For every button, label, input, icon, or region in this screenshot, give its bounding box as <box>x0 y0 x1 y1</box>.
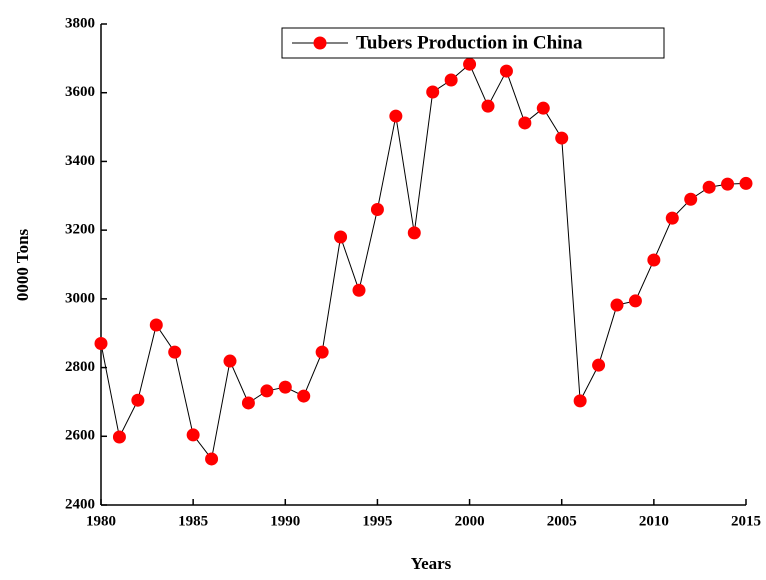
y-tick-label: 2400 <box>65 496 95 512</box>
data-point <box>278 380 292 394</box>
x-axis-label: Years <box>411 554 452 573</box>
data-point <box>149 318 163 332</box>
data-point <box>536 101 550 115</box>
x-tick-label: 1995 <box>362 513 392 529</box>
data-point <box>665 211 679 225</box>
x-tick-label: 2000 <box>455 513 485 529</box>
data-point <box>518 116 532 130</box>
data-point <box>426 85 440 99</box>
data-point <box>444 73 458 87</box>
data-point <box>739 176 753 190</box>
data-point <box>499 64 513 78</box>
legend-label: Tubers Production in China <box>356 32 583 53</box>
data-point <box>702 180 716 194</box>
x-tick-label: 1985 <box>178 513 208 529</box>
y-tick-label: 3400 <box>65 153 95 169</box>
data-point <box>647 253 661 267</box>
x-tick-label: 1980 <box>86 513 116 529</box>
data-point <box>573 394 587 408</box>
data-point <box>112 430 126 444</box>
data-point <box>241 396 255 410</box>
data-point <box>168 345 182 359</box>
y-tick-label: 3200 <box>65 222 95 238</box>
data-point <box>721 177 735 191</box>
x-tick-label: 1990 <box>270 513 300 529</box>
x-tick-label: 2010 <box>639 513 669 529</box>
y-tick-label: 2600 <box>65 428 95 444</box>
y-tick-label: 2800 <box>65 359 95 375</box>
data-point <box>370 203 384 217</box>
data-point <box>334 230 348 244</box>
data-point <box>481 99 495 113</box>
y-tick-label: 3000 <box>65 290 95 306</box>
data-point <box>186 428 200 442</box>
x-tick-label: 2005 <box>547 513 577 529</box>
data-point <box>684 192 698 206</box>
y-tick-label: 3600 <box>65 84 95 100</box>
x-tick-label: 2015 <box>731 513 761 529</box>
data-point <box>205 452 219 466</box>
data-point <box>610 298 624 312</box>
y-tick-label: 3800 <box>65 15 95 31</box>
data-point <box>223 354 237 368</box>
data-point <box>131 393 145 407</box>
data-point <box>628 294 642 308</box>
data-point <box>297 389 311 403</box>
data-point <box>94 337 108 351</box>
data-point <box>352 283 366 297</box>
data-point <box>592 358 606 372</box>
data-point <box>463 57 477 71</box>
legend-marker <box>313 36 327 50</box>
data-point <box>407 226 421 240</box>
y-axis-label: 0000 Tons <box>13 228 32 301</box>
data-point <box>315 345 329 359</box>
data-point <box>555 131 569 145</box>
data-point <box>260 384 274 398</box>
data-point <box>389 109 403 123</box>
